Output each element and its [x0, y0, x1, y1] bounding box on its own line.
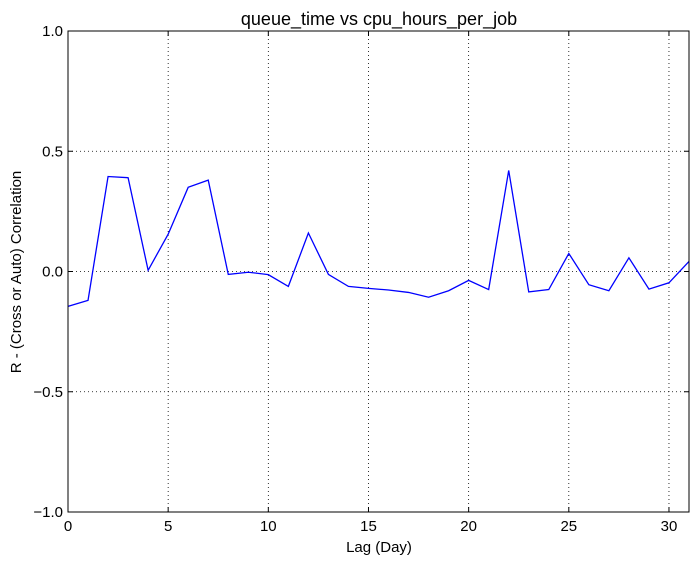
y-tick-label: 0.5	[42, 143, 63, 160]
x-tick-label: 0	[64, 518, 72, 535]
y-tick-label: 1.0	[42, 23, 63, 40]
grid	[68, 31, 689, 512]
x-tick-label: 5	[164, 518, 172, 535]
chart-title: queue_time vs cpu_hours_per_job	[241, 9, 517, 30]
axis-tick-labels: 0 5 10 15 20 25 30 −1.0 −0.5 0.0 0.5 1.0	[33, 23, 677, 535]
x-tick-label: 15	[360, 518, 377, 535]
x-tick-label: 30	[661, 518, 678, 535]
x-tick-label: 20	[460, 518, 477, 535]
y-tick-label: 0.0	[42, 264, 63, 281]
y-tick-label: −1.0	[33, 504, 63, 521]
x-tick-label: 25	[560, 518, 577, 535]
x-axis-label: Lag (Day)	[346, 539, 412, 556]
series-line	[67, 170, 690, 307]
y-axis-label: R - (Cross or Auto) Correlation	[8, 171, 25, 374]
y-tick-label: −0.5	[33, 384, 63, 401]
axis-ticks	[67, 30, 689, 513]
x-tick-label: 10	[260, 518, 277, 535]
